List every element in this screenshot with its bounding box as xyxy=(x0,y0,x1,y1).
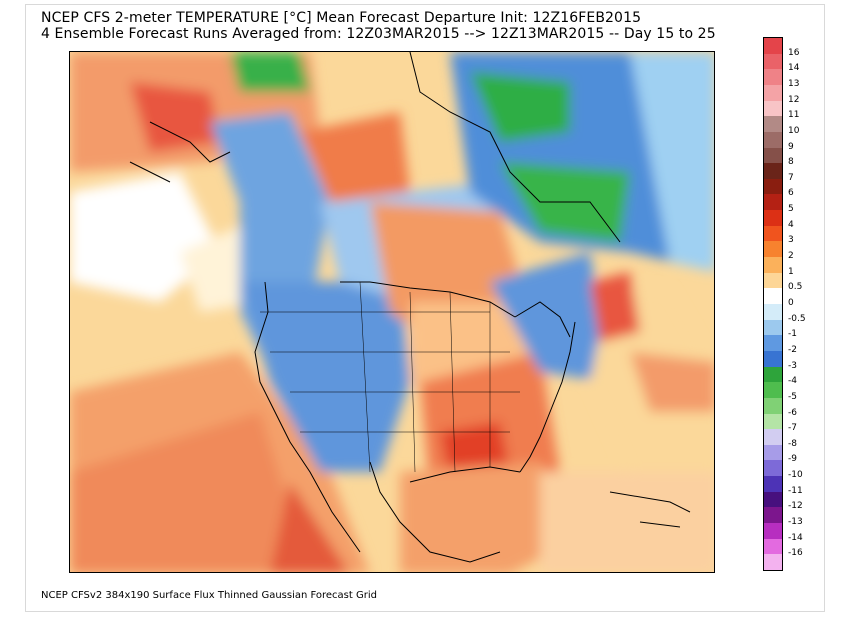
northeast-cool xyxy=(490,252,610,382)
colorbar-tick-label: 9 xyxy=(788,141,794,152)
colorbar-swatch xyxy=(764,491,782,508)
colorbar-tick-label: -11 xyxy=(788,485,803,496)
state-lines xyxy=(260,311,520,433)
colorbar-tick-label: 11 xyxy=(788,110,800,121)
colorbar-swatch xyxy=(764,366,782,383)
colorbar-swatch xyxy=(764,241,782,258)
colorbar-swatch xyxy=(764,460,782,477)
colorbar-swatch xyxy=(764,538,782,555)
colorbar-tick-label: -3 xyxy=(788,360,797,371)
arctic-cold-core xyxy=(470,72,570,142)
colorbar-swatch xyxy=(764,53,782,70)
arctic-coast xyxy=(409,52,621,243)
chart-subtitle: 4 Ensemble Forecast Runs Averaged from: … xyxy=(41,26,716,42)
atlantic-warm-core xyxy=(590,272,640,342)
colorbar-tick-label: -14 xyxy=(788,532,803,543)
colorbar-tick-label: 12 xyxy=(788,94,800,105)
east-coast-line xyxy=(519,321,576,473)
colorbar-tick-label: 0.5 xyxy=(788,282,803,293)
colorbar-tick-label: 7 xyxy=(788,172,794,183)
colorbar-swatch xyxy=(764,38,782,54)
colorbar-swatch xyxy=(764,210,782,227)
baja-warm-zone xyxy=(270,482,349,572)
colorbar-swatch xyxy=(764,178,782,195)
colorbar-tick-label: -13 xyxy=(788,517,803,528)
figure-frame xyxy=(25,4,825,612)
colorbar-tick-label: -10 xyxy=(788,470,803,481)
colorbar-swatch xyxy=(764,397,782,414)
colorbar-tick-label: -2 xyxy=(788,344,797,355)
colorbar-tick-label: 1 xyxy=(788,266,794,277)
colorbar-swatch xyxy=(764,335,782,352)
colorbar-tick-label: 3 xyxy=(788,235,794,246)
colorbar-swatch xyxy=(764,100,782,117)
colorbar-swatch xyxy=(764,319,782,336)
colorbar-tick-label: 5 xyxy=(788,204,794,215)
beaufort-cold xyxy=(230,52,310,92)
colorbar-swatch xyxy=(764,476,782,493)
map-svg xyxy=(70,52,714,572)
colorbar-tick-label: 10 xyxy=(788,125,800,136)
colorbar-tick-label: -5 xyxy=(788,391,797,402)
great-lakes-line xyxy=(514,301,571,338)
colorbar-tick-label: -0.5 xyxy=(788,313,806,324)
colorbar-swatch xyxy=(764,429,782,446)
colorbar-swatch xyxy=(764,350,782,367)
colorbar-tick-label: -6 xyxy=(788,407,797,418)
colorbar-swatch xyxy=(764,131,782,148)
colorbar-tick-label: -7 xyxy=(788,423,797,434)
caribbean-islands xyxy=(609,491,691,528)
colorbar-tick-label: 0 xyxy=(788,298,794,308)
colorbar-swatch xyxy=(764,272,782,289)
colorbar-tick-label: 13 xyxy=(788,78,800,89)
colorbar-swatch xyxy=(764,288,782,305)
colorbar-swatch xyxy=(764,413,782,430)
colorbar-tick-label: 4 xyxy=(788,219,794,230)
alaska-warm-core xyxy=(130,82,220,152)
colorbar-tick-label: 6 xyxy=(788,188,794,199)
colorbar-tick-label: -4 xyxy=(788,376,797,387)
footer-note: NCEP CFSv2 384x190 Surface Flux Thinned … xyxy=(41,590,377,601)
gulf-coast-line xyxy=(409,466,521,483)
colorbar-tick-label: -1 xyxy=(788,329,797,340)
mexico-coast-line xyxy=(369,461,501,563)
colorbar-tick-label: -8 xyxy=(788,438,797,449)
colorbar-swatch xyxy=(764,554,782,571)
alaska-coast xyxy=(129,121,231,183)
colorbar-swatch xyxy=(764,194,782,211)
pacific-warm-zone-2 xyxy=(70,412,310,572)
colorbar xyxy=(763,37,783,571)
atlantic-warm-band xyxy=(630,352,714,412)
colorbar-swatch xyxy=(764,84,782,101)
colorbar-tick-label: -12 xyxy=(788,501,803,512)
colorbar-swatch xyxy=(764,382,782,399)
greenland-cool xyxy=(630,52,714,272)
colorbar-swatch xyxy=(764,304,782,320)
temperature-anomaly-map xyxy=(69,51,715,573)
colorbar-swatch xyxy=(764,69,782,86)
yukon-warm xyxy=(300,112,410,202)
colorbar-tick-label: 16 xyxy=(788,47,800,58)
colorbar-swatch xyxy=(764,444,782,461)
pacific-neutral-zone xyxy=(70,172,220,302)
colorbar-swatch xyxy=(764,116,782,133)
colorbar-swatch xyxy=(764,257,782,274)
chart-title: NCEP CFS 2-meter TEMPERATURE [°C] Mean F… xyxy=(41,10,642,26)
colorbar-tick-label: 8 xyxy=(788,157,794,168)
us-canada-border xyxy=(340,281,516,318)
west-coast-line xyxy=(254,281,361,553)
colorbar-tick-label: 14 xyxy=(788,63,800,74)
colorbar-swatch xyxy=(764,523,782,540)
colorbar-swatch xyxy=(764,163,782,180)
colorbar-swatch xyxy=(764,147,782,164)
coastlines-and-borders xyxy=(129,52,691,563)
colorbar-tick-label: -9 xyxy=(788,454,797,465)
colorbar-tick-label: -16 xyxy=(788,548,803,559)
state-lines-vertical xyxy=(359,281,491,473)
colorbar-swatch xyxy=(764,225,782,242)
colorbar-tick-label: 2 xyxy=(788,251,794,262)
caribbean-warm xyxy=(540,472,714,572)
colorbar-labels: 16 14 13 12 11 10 9 8 7 6 5 4 3 2 1 0.5 0 -0.5 -1 -2 -3 -4 -5 -… xyxy=(788,37,824,571)
colorbar-swatch xyxy=(764,507,782,524)
